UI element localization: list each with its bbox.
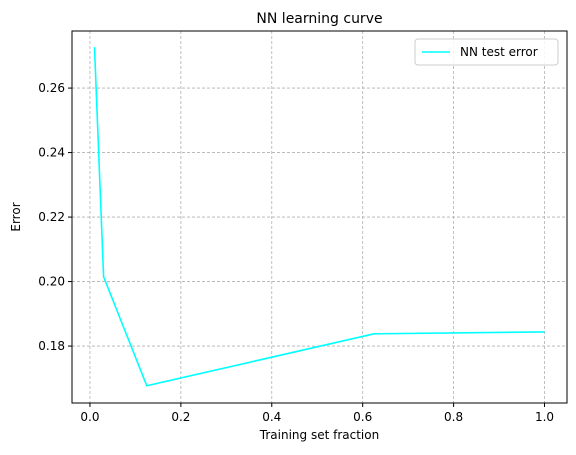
x-tick-label: 0.6 — [353, 410, 372, 424]
y-axis-label: Error — [9, 202, 23, 231]
legend: NN test error — [414, 38, 559, 66]
x-tick-label: 0.4 — [262, 410, 281, 424]
x-tick-label: 0.2 — [171, 410, 190, 424]
ticks: 0.0 0.2 0.4 0.6 0.8 1.0 0.18 0.20 0.22 0.24 0.26 — [38, 81, 554, 424]
y-tick-label: 0.18 — [38, 339, 65, 353]
series-line-nn-test-error — [93, 47, 545, 387]
y-tick-label: 0.24 — [38, 146, 65, 160]
y-tick-label: 0.26 — [38, 81, 65, 95]
legend-label: NN test error — [460, 45, 538, 59]
x-tick-label: 0.8 — [444, 410, 463, 424]
legend-box — [414, 38, 559, 66]
x-tick-label: 0.0 — [80, 410, 99, 424]
chart-title: NN learning curve — [256, 11, 382, 27]
x-axis-label: Training set fraction — [259, 428, 379, 442]
y-tick-label: 0.20 — [38, 275, 65, 289]
y-tick-label: 0.22 — [38, 210, 65, 224]
series-layer — [93, 47, 545, 387]
x-tick-label: 1.0 — [535, 410, 554, 424]
